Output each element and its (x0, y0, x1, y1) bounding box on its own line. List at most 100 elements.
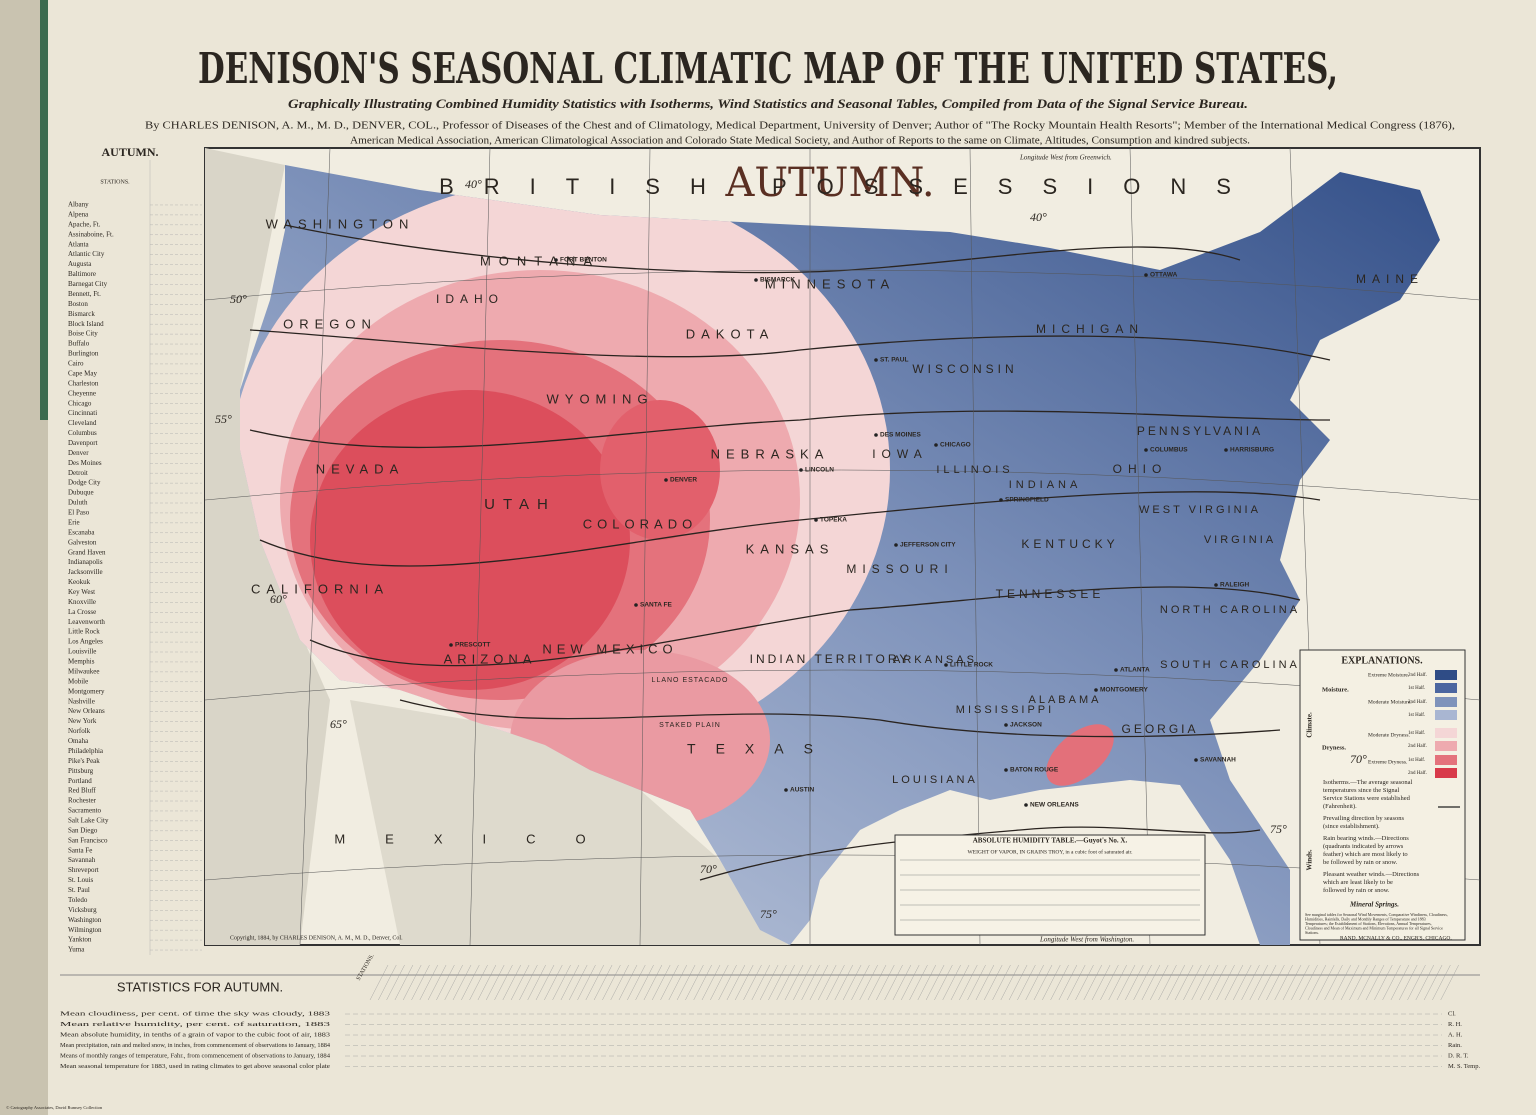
city-marker (1144, 273, 1148, 277)
statistics-column (1166, 964, 1185, 1001)
legend-note: See marginal tables for Seasonal Wind Mo… (1305, 912, 1448, 935)
region-label: OHIO (1113, 462, 1168, 476)
region-label: ARIZONA (444, 651, 537, 666)
city-marker (999, 498, 1003, 502)
region-label: MISSISSIPPI (956, 704, 1054, 716)
statistics-column (1091, 964, 1111, 1001)
statistics-column (1199, 964, 1219, 1001)
station-name: Leavenworth (68, 618, 105, 626)
city-label: SANTA FE (640, 602, 672, 609)
statistics-column (1233, 964, 1252, 1001)
station-name: New York (68, 717, 97, 725)
region-label: BRITISH POSSESSIONS (439, 174, 1261, 199)
station-name: Detroit (68, 469, 88, 477)
region-label: VIRGINIA (1204, 534, 1276, 546)
station-name: Bennett, Ft. (68, 290, 101, 298)
station-name: Chicago (68, 399, 92, 407)
statistics-column (867, 964, 887, 1001)
legend-rain: Rain bearing winds.—Directions (quadrants… (1323, 835, 1409, 866)
isotherm-label: 60° (270, 592, 287, 606)
station-name: Milwaukee (68, 667, 100, 675)
station-name: Indianapolis (68, 558, 103, 566)
city-marker (894, 543, 898, 547)
statistics-column (884, 964, 903, 1001)
statistics-column (1017, 964, 1036, 1001)
statistics-column (394, 964, 414, 1001)
legend-half: 1st Half. (1408, 758, 1425, 763)
statistics-column (1183, 964, 1202, 1001)
statistics-row-code: Cl. (1448, 1010, 1456, 1017)
statistics-column (967, 964, 986, 1001)
statistics-column (1116, 964, 1136, 1001)
statistics-column (1033, 964, 1053, 1001)
legend-swatches (1435, 670, 1457, 778)
station-name: Block Island (68, 320, 104, 328)
statistics-column (1100, 964, 1119, 1001)
station-name: New Orleans (68, 707, 105, 715)
station-name: San Francisco (68, 836, 108, 844)
statistics-title: STATISTICS FOR AUTUMN. (117, 979, 283, 994)
author-line: American Medical Association, American C… (350, 135, 1250, 146)
statistics-column (569, 964, 588, 1001)
station-name: Yankton (68, 936, 92, 944)
statistics-column (502, 964, 521, 1001)
subtitle: Graphically Illustrating Combined Humidi… (288, 96, 1248, 111)
statistics-column (726, 964, 746, 1001)
region-label: DAKOTA (686, 326, 775, 341)
statistics-column (975, 964, 995, 1001)
city-label: SPRINGFIELD (1005, 497, 1049, 504)
region-label: IDAHO (436, 292, 504, 306)
statistics-column (759, 964, 779, 1001)
statistics-column (1133, 964, 1152, 1001)
statistics-column (469, 964, 488, 1001)
station-name: Norfolk (68, 727, 91, 735)
region-label: IOWA (872, 447, 928, 461)
statistics-column (1067, 964, 1086, 1001)
region-label: MEXICO (334, 831, 625, 846)
region-label: NEVADA (316, 461, 405, 476)
legend-half: 2nd Half. (1408, 673, 1427, 678)
station-name: Shreveport (68, 866, 99, 874)
statistics-column (1307, 964, 1327, 1001)
statistics-row-label: Mean precipitation, rain and melted snow… (60, 1042, 330, 1049)
statistics-column (1141, 964, 1161, 1001)
statistics-column (610, 964, 629, 1001)
station-table-grid (149, 160, 202, 955)
region-label: WEST VIRGINIA (1139, 504, 1261, 516)
humidity-table-subtitle: WEIGHT OF VAPOR, IN GRAINS TROY, in a cu… (968, 848, 1134, 855)
season-title: AUTUMN. (724, 160, 934, 206)
statistics-column (809, 964, 829, 1001)
statistics-column (950, 964, 970, 1001)
city-marker (754, 278, 758, 282)
statistics-column (859, 964, 878, 1001)
statistics-column (934, 964, 953, 1001)
statistics-column (685, 964, 704, 1001)
city-marker (1024, 803, 1028, 807)
station-name: Augusta (68, 260, 92, 268)
region-label: MISSOURI (846, 562, 953, 576)
city-label: LINCOLN (805, 467, 834, 474)
legend-class: Extreme Dryness. (1368, 759, 1408, 765)
city-marker (1214, 583, 1218, 587)
statistics-column (461, 964, 480, 1001)
city-label: LITTLE ROCK (950, 662, 993, 669)
city-label: OTTAWA (1150, 272, 1178, 279)
statistics-column (1274, 964, 1293, 1001)
statistics-column (834, 964, 853, 1001)
statistics-column (1249, 964, 1268, 1001)
isotherm-label: 50° (230, 292, 247, 306)
statistics-column (776, 964, 795, 1001)
legend-half: 2nd Half. (1408, 700, 1427, 705)
station-name: Cincinnati (68, 409, 97, 417)
station-name: Grand Haven (68, 548, 106, 556)
legend-half: 1st Half. (1408, 713, 1425, 718)
statistics-column (1324, 964, 1343, 1001)
station-name: El Paso (68, 509, 90, 517)
statistics-column (784, 964, 804, 1001)
statistics-row-code: M. S. Temp. (1448, 1063, 1480, 1070)
statistics-column (369, 964, 389, 1001)
station-name: Savannah (68, 856, 96, 864)
statistics-column (1415, 964, 1434, 1001)
city-marker (634, 603, 638, 607)
